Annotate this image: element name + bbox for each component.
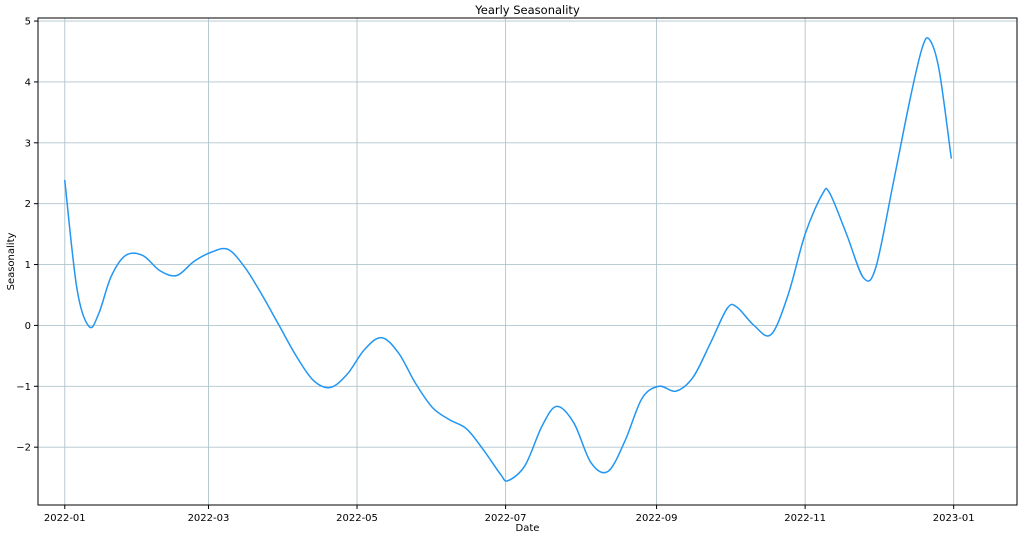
y-tick-label: −2 (16, 443, 31, 454)
x-tick-label: 2023-01 (933, 513, 975, 524)
x-axis-label: Date (516, 523, 540, 534)
y-tick-label: −1 (16, 382, 31, 393)
grid-layer (38, 18, 1017, 505)
tick-layer: 2022-01 2022-03 2022-05 2022-07 2022-09 2022-… (16, 17, 974, 524)
y-tick-label: 5 (25, 17, 31, 28)
y-tick-label: 1 (25, 260, 31, 271)
chart-title: Yearly Seasonality (474, 3, 580, 17)
x-tick-label: 2022-03 (188, 513, 230, 524)
x-tick-label: 2022-07 (485, 513, 527, 524)
line-layer (64, 37, 952, 482)
y-tick-label: 4 (25, 77, 31, 88)
y-axis-label: Seasonality (6, 233, 17, 291)
y-tick-label: 0 (25, 321, 31, 332)
x-tick-label: 2022-01 (44, 513, 86, 524)
x-tick-label: 2022-11 (784, 513, 826, 524)
x-tick-label: 2022-09 (636, 513, 678, 524)
plot-frame (37, 17, 1018, 506)
y-tick-label: 3 (25, 138, 31, 149)
y-tick-label: 2 (25, 199, 31, 210)
seasonality-series-line (64, 37, 952, 482)
x-tick-label: 2022-05 (336, 513, 378, 524)
